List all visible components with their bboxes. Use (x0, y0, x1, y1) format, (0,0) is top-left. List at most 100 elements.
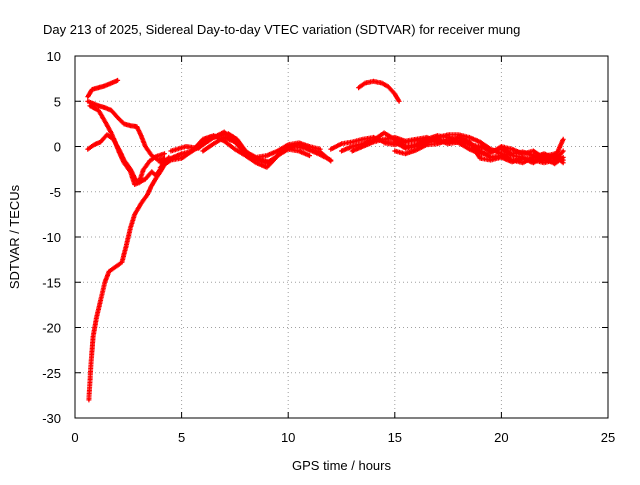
data-point (510, 152, 514, 155)
data-point (329, 158, 332, 162)
data-point (532, 149, 535, 153)
data-point (103, 120, 107, 123)
data-point (414, 148, 418, 152)
data-point (425, 136, 428, 139)
data-point (244, 154, 247, 157)
data-point (404, 140, 407, 144)
data-point (144, 177, 147, 181)
data-point (553, 157, 556, 160)
x-tick-label: 25 (601, 430, 615, 445)
series-left-high (85, 77, 121, 100)
ticks: 0 5 10 15 20 25 -30 -25 -20 -15 -10 -5 0 5 10 (42, 49, 615, 445)
data-point (265, 161, 269, 164)
data-point (154, 174, 158, 177)
data-point (361, 138, 364, 141)
data-point (129, 170, 132, 173)
data-point (135, 125, 138, 128)
data-point (319, 148, 322, 151)
data-point (542, 157, 546, 160)
data-point (404, 145, 407, 148)
y-tick-label: -10 (42, 230, 61, 245)
data-point (393, 143, 396, 146)
data-point (218, 134, 222, 137)
data-point (191, 149, 194, 153)
data-point (133, 213, 136, 216)
data-point (122, 122, 126, 126)
data-point (99, 140, 102, 144)
data-point (425, 143, 428, 146)
data-point (244, 150, 247, 154)
data-point (150, 170, 153, 173)
data-point (212, 142, 215, 145)
data-point (489, 151, 492, 154)
data-point (116, 116, 119, 119)
data-point (478, 152, 482, 155)
data-point (393, 136, 396, 139)
data-point (468, 136, 471, 139)
data-point (316, 152, 320, 155)
data-point (110, 81, 113, 85)
data-point (233, 148, 237, 151)
data-point (436, 138, 439, 141)
data-point (110, 131, 113, 135)
data-point (154, 155, 158, 158)
data-point (329, 148, 332, 151)
data-point (521, 152, 524, 155)
data-point (223, 139, 226, 143)
data-point (99, 299, 102, 302)
data-point (103, 106, 107, 109)
data-point (227, 132, 230, 135)
y-tick-label: -30 (42, 411, 61, 426)
data-point (105, 133, 109, 136)
data-point (86, 100, 90, 103)
data-point (90, 88, 94, 91)
data-point (340, 142, 343, 145)
plot-frame (74, 55, 609, 419)
y-tick-label: 0 (54, 140, 61, 155)
data-point (510, 148, 514, 151)
data-point (97, 104, 100, 108)
data-point (90, 101, 94, 105)
data-point (142, 168, 145, 172)
data-point (562, 161, 565, 164)
data-point (88, 104, 92, 108)
data-point (95, 317, 98, 320)
data-point (120, 261, 124, 264)
data-point (500, 156, 503, 159)
data-point (201, 149, 205, 153)
y-tick-label: -25 (42, 366, 61, 381)
data-point (457, 136, 460, 139)
data-point (110, 109, 113, 112)
data-point (163, 152, 166, 155)
y-tick-label: 10 (47, 49, 61, 64)
data-point (436, 134, 439, 137)
data-point (265, 166, 269, 169)
data-point (457, 141, 460, 145)
data-point (532, 156, 535, 159)
data-point (139, 202, 143, 205)
data-point (93, 143, 96, 146)
data-point (287, 143, 290, 146)
data-point (414, 139, 418, 142)
data-point (159, 161, 162, 164)
x-tick-label: 15 (388, 430, 402, 445)
data-point (468, 140, 471, 144)
x-tick-label: 10 (281, 430, 295, 445)
data-point (122, 161, 126, 164)
data-point (382, 141, 386, 145)
data-point (233, 140, 237, 144)
data-point (382, 131, 386, 135)
data-point (89, 362, 93, 365)
data-point (159, 166, 162, 169)
x-axis-label: GPS time / hours (292, 458, 391, 473)
data-point (446, 142, 450, 145)
data-point (103, 281, 107, 284)
data-point (114, 265, 117, 269)
data-point (562, 149, 565, 153)
data-point (297, 141, 301, 145)
data-point (351, 140, 354, 144)
data-point (553, 152, 556, 155)
data-point (351, 149, 354, 153)
data-point (169, 149, 173, 153)
